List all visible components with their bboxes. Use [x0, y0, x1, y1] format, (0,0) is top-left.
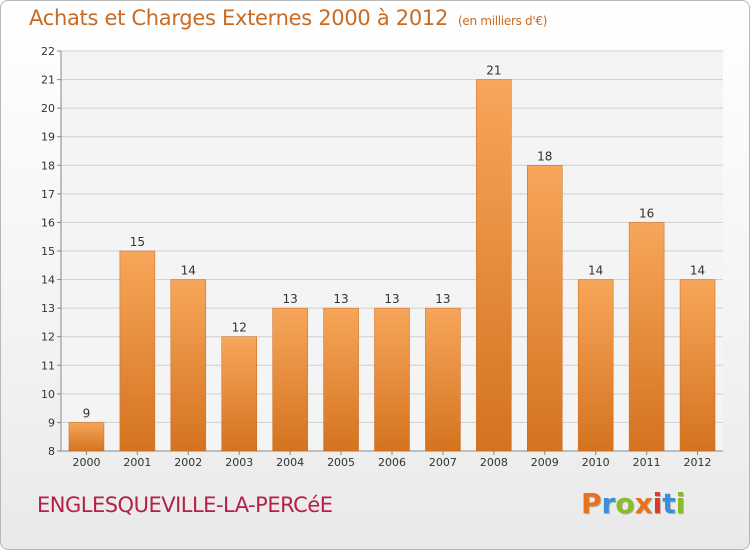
y-tick-label: 20 — [41, 102, 55, 115]
x-tick-label-2000: 2000 — [72, 456, 100, 469]
x-tick-label-2005: 2005 — [327, 456, 355, 469]
y-tick-label: 19 — [41, 131, 55, 144]
data-label-2007: 13 — [435, 292, 450, 306]
y-tick-label: 13 — [41, 302, 55, 315]
y-tick-label: 14 — [41, 274, 55, 287]
data-label-2000: 9 — [83, 406, 91, 420]
data-label-2003: 12 — [232, 321, 247, 335]
bar-2003 — [221, 336, 257, 452]
proxiti-logo: Proxiti — [581, 487, 685, 520]
x-tick-label-2010: 2010 — [582, 456, 610, 469]
logo-letter: x — [634, 487, 653, 520]
bar-2009 — [527, 165, 563, 452]
logo-letter: i — [675, 487, 686, 520]
bar-2004 — [272, 307, 308, 452]
data-label-2008: 21 — [486, 64, 501, 78]
data-label-2009: 18 — [537, 149, 552, 163]
y-tick-label: 17 — [41, 188, 55, 201]
data-label-2006: 13 — [384, 292, 399, 306]
y-tick-label: 12 — [41, 331, 55, 344]
x-tick-label-2008: 2008 — [480, 456, 508, 469]
bar-2010 — [577, 279, 614, 452]
bar-2005 — [323, 307, 359, 452]
logo-letter: r — [601, 487, 616, 520]
logo-letter: P — [581, 487, 602, 520]
bar-2001 — [119, 250, 156, 452]
x-tick-label-2004: 2004 — [276, 456, 304, 469]
bar-2000 — [68, 422, 105, 452]
logo-letter: i — [652, 487, 663, 520]
data-label-2004: 13 — [283, 292, 298, 306]
x-tick-label-2011: 2011 — [633, 456, 661, 469]
x-tick-label-2012: 2012 — [684, 456, 712, 469]
x-tick-label-2006: 2006 — [378, 456, 406, 469]
y-tick-label: 21 — [41, 74, 55, 87]
bar-2006 — [374, 307, 410, 452]
chart-title-text: Achats et Charges Externes 2000 à 2012 — [29, 6, 449, 30]
x-tick-label-2002: 2002 — [174, 456, 202, 469]
data-label-2010: 14 — [588, 264, 603, 278]
city-name: ENGLESQUEVILLE-LA-PERCéE — [37, 493, 333, 517]
bar-2008 — [476, 79, 512, 452]
data-label-2012: 14 — [690, 264, 705, 278]
bar-2011 — [628, 222, 665, 452]
data-label-2005: 13 — [333, 292, 348, 306]
logo-letter: t — [662, 487, 676, 520]
y-tick-label: 22 — [41, 45, 55, 58]
y-tick-label: 10 — [41, 388, 55, 401]
x-tick-label-2003: 2003 — [225, 456, 253, 469]
x-tick-label-2001: 2001 — [123, 456, 151, 469]
data-label-2002: 14 — [181, 264, 196, 278]
chart-title: Achats et Charges Externes 2000 à 2012 (e… — [29, 6, 547, 30]
chart-subtitle: (en milliers d'€) — [458, 14, 548, 28]
x-tick-label-2007: 2007 — [429, 456, 457, 469]
logo-letter: o — [615, 487, 635, 520]
y-tick-label: 11 — [41, 359, 55, 372]
y-tick-label: 18 — [41, 159, 55, 172]
x-tick-label-2009: 2009 — [531, 456, 559, 469]
y-tick-label: 9 — [48, 416, 55, 429]
y-tick-label: 16 — [41, 216, 55, 229]
bar-2002 — [170, 279, 207, 452]
y-tick-label: 8 — [48, 445, 55, 458]
y-tick-label: 15 — [41, 245, 55, 258]
bar-2012 — [679, 279, 716, 452]
data-label-2001: 15 — [130, 235, 145, 249]
data-label-2011: 16 — [639, 206, 654, 220]
bar-2007 — [425, 307, 461, 452]
